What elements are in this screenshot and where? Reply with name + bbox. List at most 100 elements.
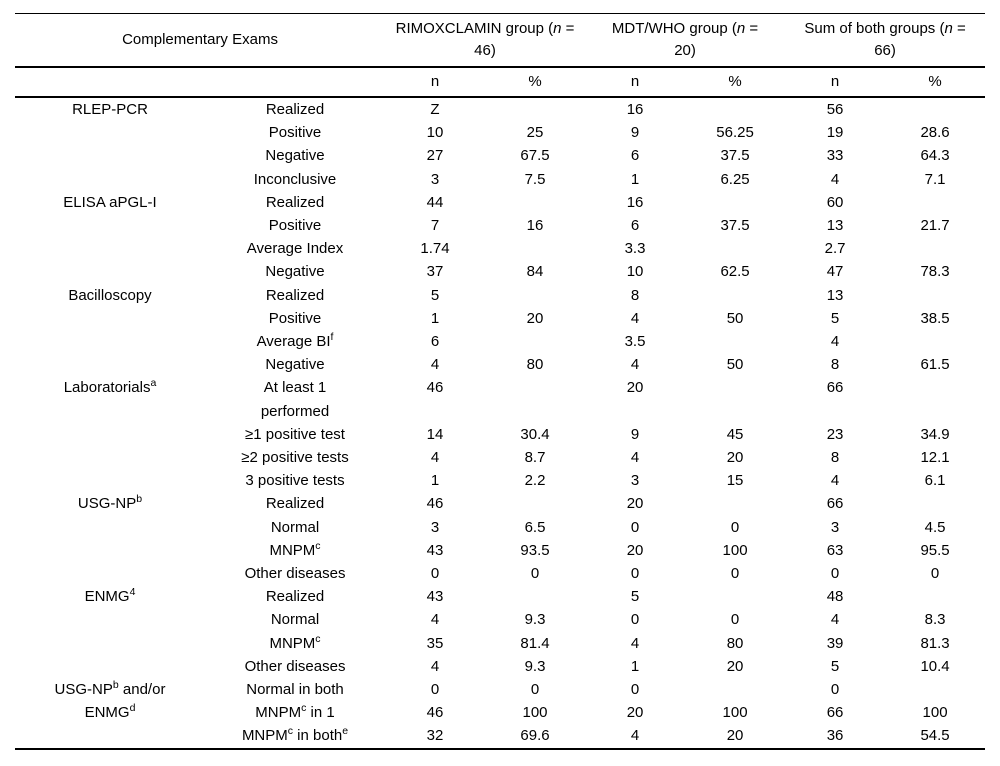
result-label-cell: Average Index bbox=[246, 240, 344, 258]
exam-name-cell bbox=[15, 608, 205, 631]
value-cell: 46 bbox=[426, 495, 444, 513]
value-cell bbox=[885, 376, 985, 422]
value-cell: 44 bbox=[426, 193, 444, 211]
table-row: Bacilloscopy Realized 5 8 13 bbox=[15, 284, 985, 307]
table-row: Inconclusive 3 7.5 1 6.25 4 7.1 bbox=[15, 168, 985, 191]
value-cell: 37 bbox=[426, 263, 444, 281]
value-cell: 100 bbox=[922, 704, 948, 722]
value-cell bbox=[485, 492, 585, 515]
subheader-n-rimoxclamin: n bbox=[385, 67, 486, 98]
exam-name-cell bbox=[15, 655, 205, 678]
value-cell: 20 bbox=[626, 379, 644, 397]
subheader-spacer bbox=[205, 67, 386, 98]
value-cell: 4 bbox=[430, 611, 440, 629]
result-label-cell: Negative bbox=[265, 263, 325, 281]
value-cell: 93.5 bbox=[520, 541, 550, 559]
value-cell: 13 bbox=[826, 286, 844, 304]
value-cell: 13 bbox=[826, 217, 844, 235]
result-label-cell: ≥2 positive tests bbox=[241, 449, 349, 467]
exam-name-cell bbox=[15, 330, 205, 353]
value-cell: 1 bbox=[430, 309, 440, 327]
exam-name-cell bbox=[15, 353, 205, 376]
value-cell: 0 bbox=[430, 565, 440, 583]
value-cell: 16 bbox=[626, 101, 644, 118]
value-cell: 8 bbox=[830, 449, 840, 467]
value-cell: 95.5 bbox=[920, 541, 950, 559]
value-cell: 81.3 bbox=[920, 634, 950, 652]
value-cell bbox=[685, 284, 785, 307]
table-header: Complementary Exams RIMOXCLAMIN group (n… bbox=[15, 13, 986, 98]
table-row: USG-NPb and/or Normal in both 0 0 0 0 bbox=[15, 678, 985, 701]
value-cell: 20 bbox=[626, 541, 644, 559]
value-cell: 9 bbox=[630, 124, 640, 142]
value-cell: 8.3 bbox=[924, 611, 946, 629]
result-label-cell: Negative bbox=[265, 147, 325, 165]
value-cell: 6 bbox=[430, 333, 440, 351]
table-row: Laboratorialsa At least 1 performed 46 20 66 bbox=[15, 376, 985, 422]
value-cell: 6.1 bbox=[924, 472, 946, 490]
exam-name-cell bbox=[15, 446, 205, 469]
value-cell: 6 bbox=[630, 217, 640, 235]
value-cell: 0 bbox=[730, 518, 740, 536]
value-cell: 60 bbox=[826, 193, 844, 211]
value-cell: 0 bbox=[730, 611, 740, 629]
result-label-cell: MNPMc bbox=[269, 632, 321, 652]
value-cell: 63 bbox=[826, 541, 844, 559]
exam-name-cell bbox=[15, 632, 205, 655]
table-row: Normal 3 6.5 0 0 3 4.5 bbox=[15, 516, 985, 539]
header-group-rimoxclamin: RIMOXCLAMIN group (n = 46) bbox=[385, 13, 586, 68]
table-row: Normal 4 9.3 0 0 4 8.3 bbox=[15, 608, 985, 631]
value-cell: 20 bbox=[726, 449, 744, 467]
value-cell: 100 bbox=[722, 704, 748, 722]
exam-name-cell: Laboratorialsa bbox=[63, 377, 157, 397]
table-row: Negative 37 84 10 62.5 47 78.3 bbox=[15, 260, 985, 283]
result-label-cell: Normal in both bbox=[246, 681, 344, 699]
result-label-cell: Negative bbox=[265, 356, 325, 374]
table-row: MNPMc 35 81.4 4 80 39 81.3 bbox=[15, 632, 985, 655]
value-cell bbox=[485, 585, 585, 608]
exam-name-cell bbox=[15, 144, 205, 167]
result-label-cell: Inconclusive bbox=[253, 170, 337, 188]
table-row: Positive 1 20 4 50 5 38.5 bbox=[15, 307, 985, 330]
result-label-cell: MNPMc in bothe bbox=[241, 725, 349, 745]
value-cell bbox=[485, 376, 585, 422]
result-label-cell: ≥1 positive test bbox=[245, 425, 345, 443]
table-row: Negative 27 67.5 6 37.5 33 64.3 bbox=[15, 144, 985, 167]
value-cell: 20 bbox=[726, 657, 744, 675]
result-label-cell: 3 positive tests bbox=[245, 472, 345, 490]
exam-name-cell bbox=[15, 214, 205, 237]
value-cell: 16 bbox=[526, 217, 544, 235]
exam-name-cell bbox=[15, 168, 205, 191]
result-label-cell: Average BIf bbox=[256, 331, 334, 351]
value-cell: 4 bbox=[630, 309, 640, 327]
value-cell: 56 bbox=[826, 101, 844, 118]
value-cell: 33 bbox=[826, 147, 844, 165]
table-row: ≥2 positive tests 4 8.7 4 20 8 12.1 bbox=[15, 446, 985, 469]
value-cell bbox=[885, 191, 985, 214]
value-cell: 0 bbox=[530, 565, 540, 583]
value-cell: 14 bbox=[426, 425, 444, 443]
value-cell bbox=[885, 492, 985, 515]
value-cell: 0 bbox=[630, 518, 640, 536]
value-cell: 37.5 bbox=[720, 147, 750, 165]
value-cell: 3.3 bbox=[624, 240, 646, 258]
value-cell bbox=[685, 492, 785, 515]
table-row: Positive 7 16 6 37.5 13 21.7 bbox=[15, 214, 985, 237]
table-row: RLEP-PCR Realized Z 16 56 bbox=[15, 97, 985, 121]
value-cell: 10.4 bbox=[920, 657, 950, 675]
exam-name-cell: RLEP-PCR bbox=[72, 101, 148, 118]
value-cell bbox=[485, 330, 585, 353]
exam-name-cell bbox=[15, 423, 205, 446]
result-label-cell: Realized bbox=[265, 286, 325, 304]
value-cell: 43 bbox=[426, 588, 444, 606]
value-cell: 100 bbox=[522, 704, 548, 722]
value-cell: 12.1 bbox=[920, 449, 950, 467]
value-cell: 8 bbox=[830, 356, 840, 374]
value-cell bbox=[885, 284, 985, 307]
result-label-cell: Normal bbox=[270, 518, 320, 536]
value-cell bbox=[685, 376, 785, 422]
exam-name-cell bbox=[15, 260, 205, 283]
value-cell: 23 bbox=[826, 425, 844, 443]
subheader-pct-rimoxclamin: % bbox=[485, 67, 586, 98]
value-cell: 7 bbox=[430, 217, 440, 235]
